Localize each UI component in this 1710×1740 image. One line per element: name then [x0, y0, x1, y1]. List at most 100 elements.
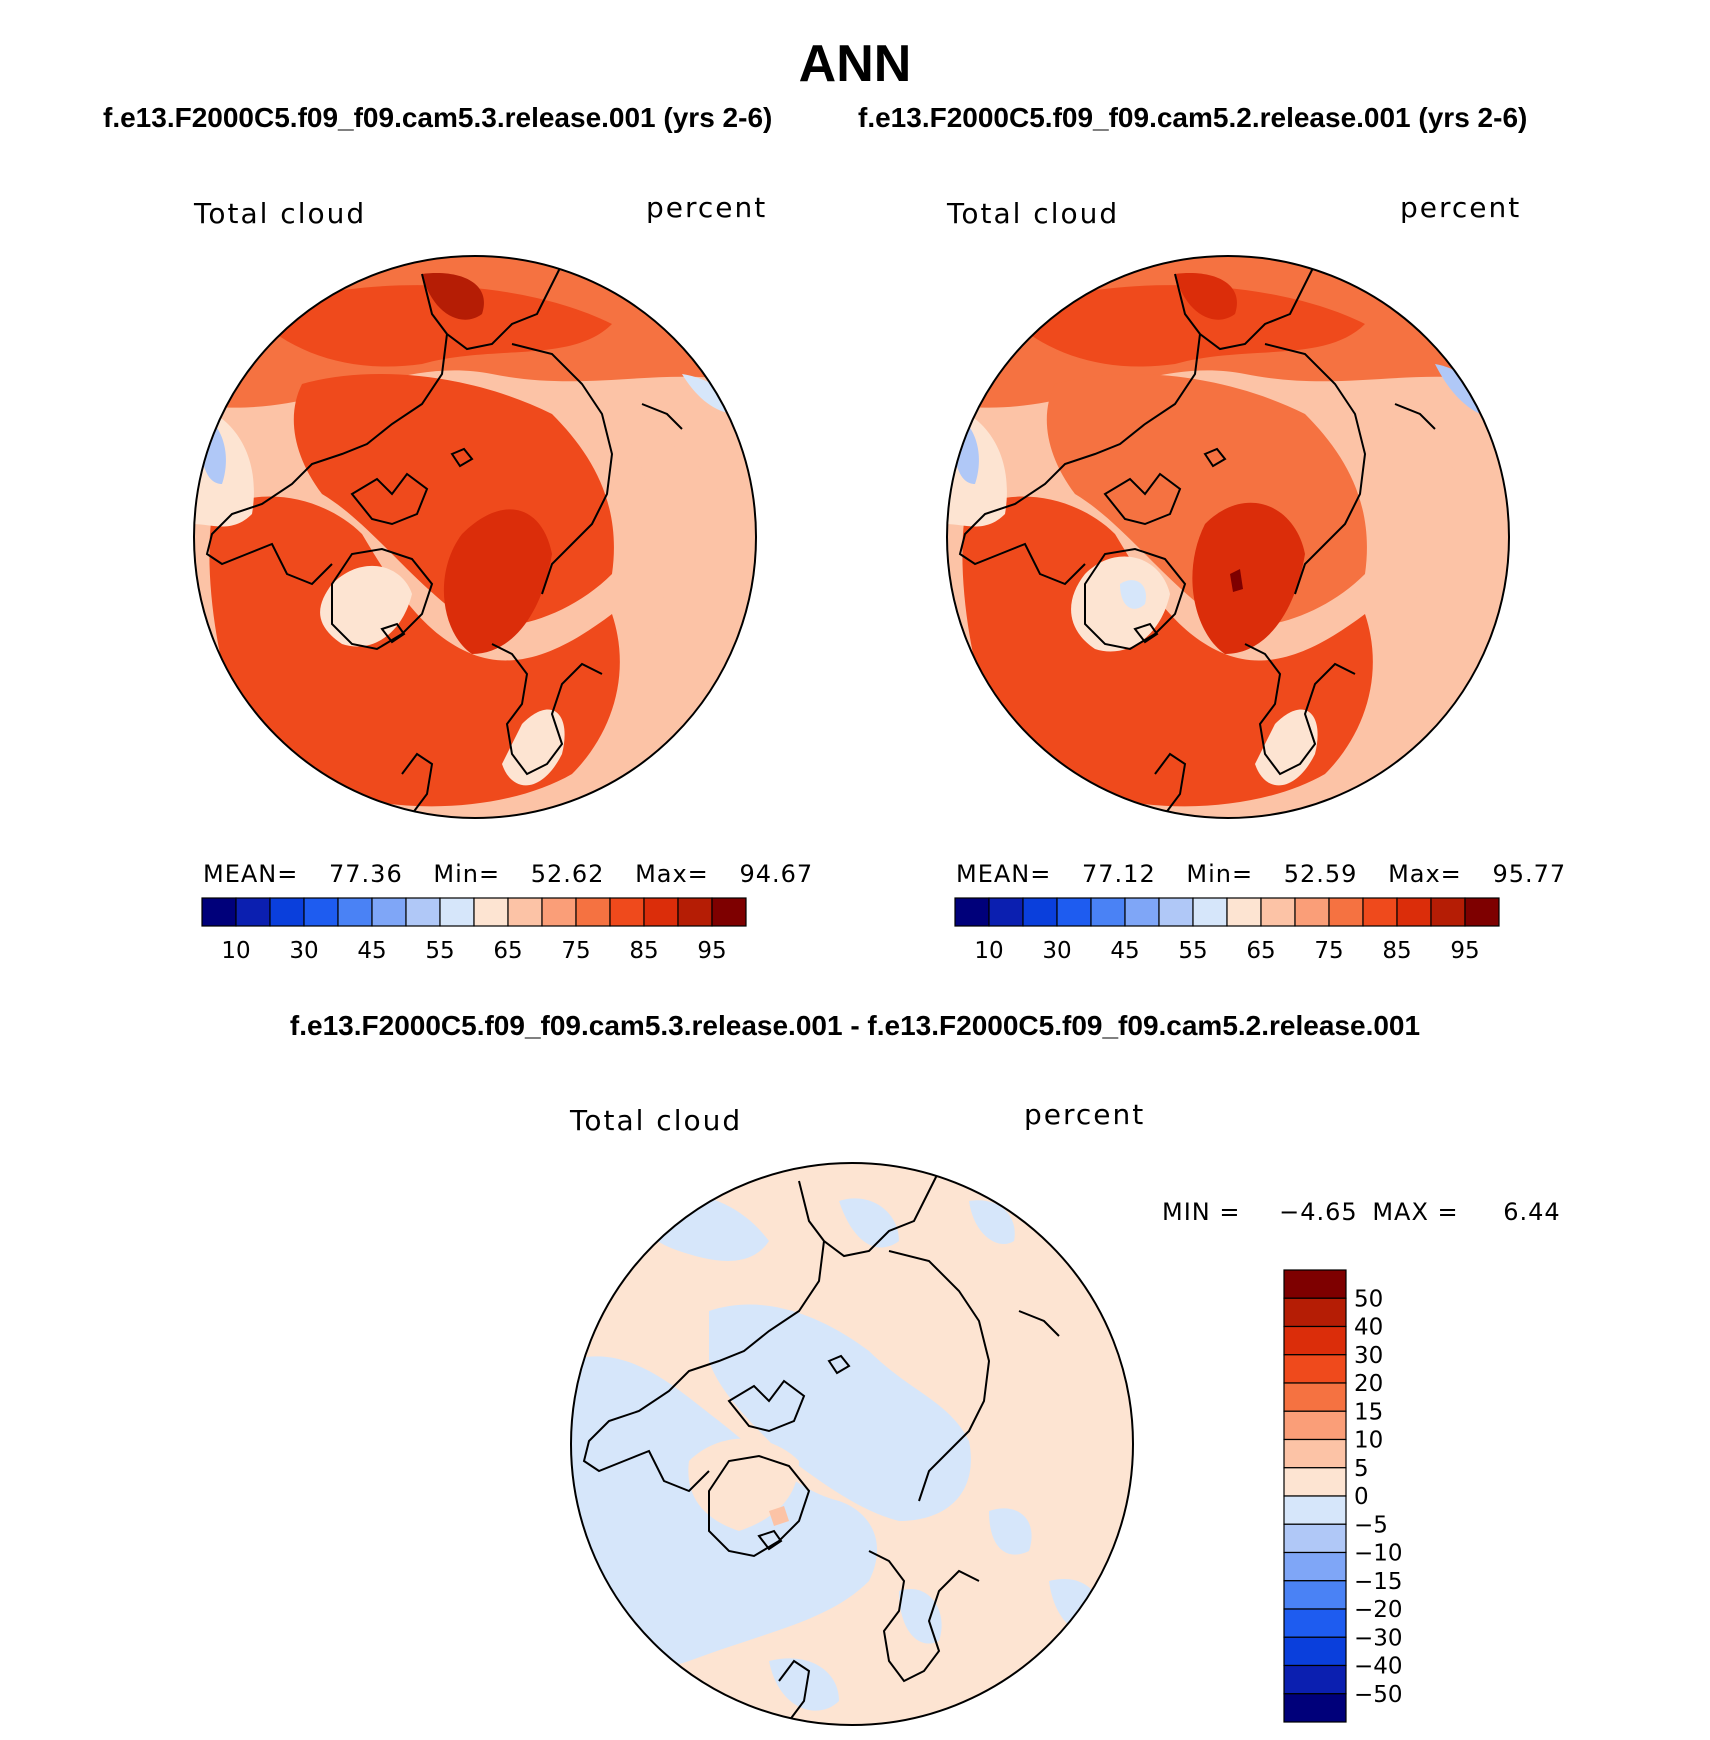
panel1-colorbar-swatch	[473, 897, 509, 927]
panel1-max-label: Max=	[635, 860, 709, 888]
panel2-colorbar-swatch	[1090, 897, 1126, 927]
panel1-case-title: f.e13.F2000C5.f09_f09.cam5.3.release.001…	[103, 102, 773, 133]
difference-polar-map	[570, 1162, 1134, 1726]
panel1-field-band	[502, 709, 565, 786]
difference-variable-label: Total cloud	[570, 1104, 743, 1137]
difference-colorbar-tick-label: −10	[1354, 1541, 1403, 1567]
difference-colorbar-tick-label: 15	[1354, 1399, 1383, 1425]
difference-colorbar-swatch	[1283, 1664, 1347, 1695]
panel1-colorbar-swatch	[575, 897, 611, 927]
panel2-mean-label: MEAN=	[956, 860, 1052, 888]
panel1-mean-label: MEAN=	[203, 860, 299, 888]
difference-colorbar-tick-label: 10	[1354, 1428, 1383, 1454]
panel2-coastlines	[958, 263, 1436, 815]
panel1-coastlines	[205, 263, 683, 815]
panel1-colorbar-swatch	[507, 897, 543, 927]
difference-min-value: −4.65	[1279, 1198, 1358, 1226]
difference-colorbar-tick-label: −30	[1354, 1625, 1403, 1651]
difference-title: f.e13.F2000C5.f09_f09.cam5.3.release.001…	[289, 1010, 1421, 1041]
difference-stats: MIN = −4.65 MAX = 6.44	[1162, 1198, 1561, 1226]
panel1-colorbar-swatch	[541, 897, 577, 927]
panel2-polar-map	[946, 255, 1510, 819]
panel1-colorbar-swatch	[201, 897, 237, 927]
difference-field-band	[989, 1508, 1032, 1555]
panel1-stats: MEAN= 77.36 Min= 52.62 Max= 94.67	[203, 860, 813, 888]
panel1-colorbar-swatch	[303, 897, 339, 927]
panel2-min-value: 52.59	[1283, 860, 1358, 888]
difference-colorbar-swatch	[1283, 1608, 1347, 1638]
difference-colorbar-tick-label: −40	[1354, 1654, 1403, 1680]
difference-field-band	[688, 1438, 799, 1531]
panel1-field-band	[422, 273, 484, 320]
difference-field-band	[969, 1200, 1015, 1245]
panel2-min-label: Min=	[1186, 860, 1254, 888]
panel2-colorbar-tick-label: 10	[974, 938, 1003, 964]
panel1-colorbar-swatch	[337, 897, 373, 927]
difference-colorbar-swatch	[1283, 1297, 1347, 1328]
panel2-colorbar-swatch	[988, 897, 1024, 927]
difference-field-band	[769, 1506, 789, 1526]
panel2-map-border	[946, 255, 1510, 819]
difference-colorbar-swatch	[1283, 1410, 1347, 1441]
panel2-units-label: percent	[1400, 191, 1522, 224]
difference-colorbar-swatch	[1283, 1580, 1347, 1610]
panel2-colorbar-tick-label: 30	[1042, 938, 1071, 964]
panel1-field-band	[443, 509, 552, 654]
panel1-variable-label: Total cloud	[194, 197, 367, 230]
panel1-colorbar-swatch	[609, 897, 645, 927]
panel1-colorbar-swatch	[235, 897, 271, 927]
panel1-colorbar-tick-label: 55	[425, 938, 454, 964]
panel1-colorbar-swatch	[269, 897, 305, 927]
panel1-colorbar: 10 30 45 55 65 75 85 95	[201, 897, 747, 964]
difference-max-value: 6.44	[1503, 1198, 1561, 1226]
panel2-colorbar-swatch	[954, 897, 990, 927]
panel2-field-band	[1120, 580, 1146, 609]
panel1-max-value: 94.67	[739, 860, 814, 888]
panel2-case-title: f.e13.F2000C5.f09_f09.cam5.2.release.001…	[858, 102, 1528, 133]
panel1-colorbar-tick-label: 45	[357, 938, 386, 964]
panel1-mean-value: 77.36	[329, 860, 403, 888]
panel2-variable-label: Total cloud	[947, 197, 1120, 230]
figure-title: ANN	[798, 35, 912, 93]
panel2-colorbar-swatch	[1396, 897, 1432, 927]
difference-colorbar-swatch	[1283, 1269, 1347, 1299]
difference-colorbar-tick-label: −5	[1354, 1512, 1388, 1538]
difference-colorbar-tick-label: 40	[1354, 1315, 1383, 1341]
panel2-colorbar-swatch	[1464, 897, 1500, 927]
panel2-colorbar-tick-label: 75	[1314, 938, 1343, 964]
panel1-colorbar-swatch	[405, 897, 441, 927]
panel2-field-band	[1175, 273, 1237, 320]
panel2-max-label: Max=	[1388, 860, 1462, 888]
panel2-colorbar-swatch	[1056, 897, 1092, 927]
panel1-field-band	[209, 496, 620, 807]
panel2-colorbar-tick-label: 95	[1450, 938, 1479, 964]
difference-colorbar-swatch	[1283, 1438, 1347, 1469]
panel2-colorbar-tick-label: 65	[1246, 938, 1275, 964]
difference-colorbar-swatch	[1283, 1636, 1347, 1667]
difference-min-label: MIN =	[1162, 1198, 1241, 1226]
panel2-colorbar-swatch	[1192, 897, 1228, 927]
panel1-colorbar-swatch	[439, 897, 475, 927]
difference-colorbar-swatch	[1283, 1495, 1347, 1525]
panel2-colorbar-tick-label: 55	[1178, 938, 1207, 964]
panel2-colorbar-swatch	[1124, 897, 1160, 927]
difference-colorbar-tick-label: −20	[1354, 1597, 1403, 1623]
panel2-colorbar-swatch	[1430, 897, 1466, 927]
panel1-colorbar-swatch	[643, 897, 679, 927]
panel1-colorbar-swatch	[371, 897, 407, 927]
difference-colorbar-swatch	[1283, 1467, 1347, 1497]
panel2-colorbar-swatch	[1226, 897, 1262, 927]
difference-colorbar-tick-label: 5	[1354, 1456, 1369, 1482]
difference-colorbar-tick-label: −50	[1354, 1682, 1403, 1708]
panel2-colorbar: 10 30 45 55 65 75 85 95	[954, 897, 1500, 964]
panel2-max-value: 95.77	[1492, 860, 1567, 888]
panel1-colorbar-swatch	[711, 897, 747, 927]
panel1-colorbar-tick-label: 95	[697, 938, 726, 964]
panel2-colorbar-swatch	[1294, 897, 1330, 927]
panel1-map-border	[193, 255, 757, 819]
panel2-stats: MEAN= 77.12 Min= 52.59 Max= 95.77	[956, 860, 1566, 888]
panel1-colorbar-tick-label: 10	[221, 938, 250, 964]
panel1-colorbar-tick-label: 65	[493, 938, 522, 964]
panel2-colorbar-swatch	[1022, 897, 1058, 927]
